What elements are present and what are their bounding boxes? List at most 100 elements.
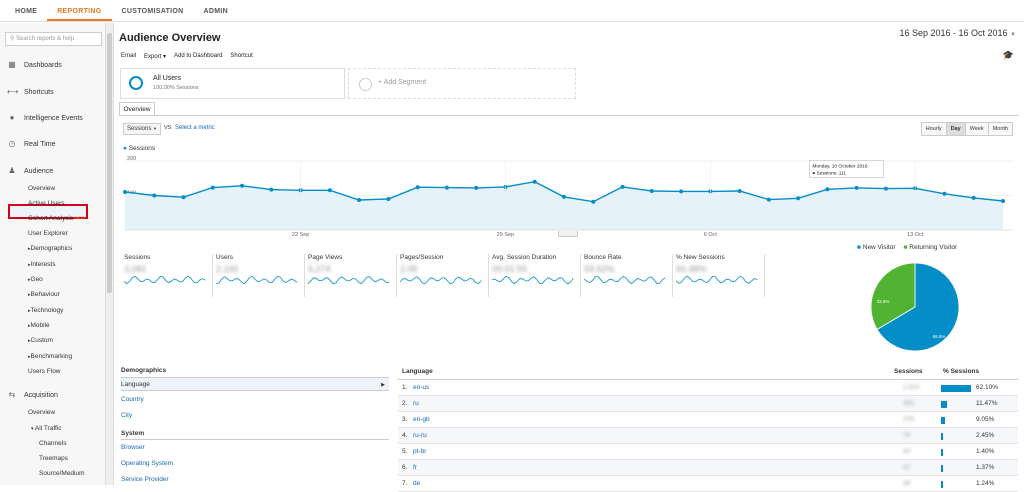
graduation-cap-icon[interactable]: 🎓 (1002, 50, 1014, 60)
metric-3[interactable]: Pages/Session 2.05 (397, 254, 489, 297)
data-point[interactable] (854, 185, 859, 190)
data-point[interactable] (766, 197, 771, 202)
data-point[interactable] (1001, 199, 1005, 203)
sidebar-item-shortcuts[interactable]: ⟷ Shortcuts (0, 88, 104, 96)
date-range-picker[interactable]: 16 Sep 2016 - 16 Oct 2016 ▼ (899, 28, 1016, 38)
day-button[interactable]: Day (945, 122, 966, 136)
sidebar-interests[interactable]: Interests (28, 261, 56, 268)
sidebar-demographics[interactable]: Demographics (28, 245, 73, 252)
metric-5[interactable]: Bounce Rate 59.52% (581, 254, 673, 297)
tab-customisation[interactable]: CUSTOMISATION (121, 8, 184, 15)
sidebar-cohort[interactable]: Cohort Analysis BETA (28, 215, 85, 222)
demo-provider-link[interactable]: Service Provider (121, 476, 169, 483)
demo-browser-link[interactable]: Browser (121, 444, 145, 451)
demo-language-row[interactable]: Language ▶ (121, 377, 389, 391)
metric-4[interactable]: Avg. Session Duration 00:01:55 (489, 254, 581, 297)
data-point[interactable] (210, 185, 215, 190)
sidebar-item-intelligence[interactable]: ● Intelligence Events (0, 114, 104, 122)
data-point[interactable] (181, 195, 186, 200)
demo-os-link[interactable]: Operating System (121, 460, 174, 467)
pie-slice-returning[interactable] (870, 262, 916, 330)
data-point[interactable] (474, 185, 479, 190)
data-point[interactable] (444, 185, 449, 190)
search-input[interactable]: ⚲ Search reports & help (5, 32, 102, 46)
metric-1[interactable]: Users 2,165 (213, 254, 305, 297)
sidebar-geo[interactable]: Geo (28, 276, 43, 283)
tab-admin[interactable]: ADMIN (203, 8, 228, 15)
data-point[interactable] (240, 183, 245, 188)
data-point[interactable] (620, 184, 625, 189)
metric-6[interactable]: % New Sessions 66.48% (673, 254, 765, 297)
shortcut-button[interactable]: Shortcut (230, 53, 253, 59)
cell-lang[interactable]: fr (413, 464, 417, 471)
week-button[interactable]: Week (964, 122, 989, 136)
data-point[interactable] (269, 187, 274, 192)
sidebar-source-medium[interactable]: Source/Medium (39, 470, 85, 477)
visitor-pie-chart[interactable]: 66.5% 33.5% (869, 261, 961, 353)
cell-lang[interactable]: en-us (413, 384, 430, 391)
legend-dot-icon: ● (123, 145, 127, 152)
metric-value: 59.52% (584, 264, 615, 274)
data-point[interactable] (152, 193, 157, 198)
data-point[interactable] (942, 191, 947, 196)
sidebar-treemaps[interactable]: Treemaps (39, 455, 69, 462)
data-point[interactable] (123, 190, 127, 194)
sidebar-behaviour[interactable]: Behaviour (28, 291, 60, 298)
email-button[interactable]: Email (121, 53, 137, 59)
data-point[interactable] (415, 185, 420, 190)
sidebar-active-users[interactable]: Active Users (28, 200, 65, 207)
metric-select[interactable]: Sessions ▼ (123, 123, 161, 135)
scrollbar-thumb[interactable] (107, 33, 112, 293)
sidebar-user-explorer[interactable]: User Explorer (28, 230, 68, 237)
cell-lang[interactable]: pt-br (413, 448, 427, 455)
sidebar-scrollbar[interactable] (105, 23, 113, 485)
data-point[interactable] (532, 179, 537, 184)
data-point[interactable] (357, 198, 362, 202)
data-point[interactable] (796, 196, 801, 201)
data-point[interactable] (825, 187, 830, 192)
sidebar-technology[interactable]: Technology (28, 307, 64, 314)
cell-lang[interactable]: ru-ru (413, 432, 427, 439)
add-dashboard-button[interactable]: Add to Dashboard (174, 53, 223, 59)
select-metric-link[interactable]: Select a metric (175, 125, 215, 131)
cell-lang[interactable]: en-gb (413, 416, 430, 423)
metric-2[interactable]: Page Views 6,274 (305, 254, 397, 297)
metric-0[interactable]: Sessions 3,081 (121, 254, 213, 297)
month-button[interactable]: Month (987, 122, 1013, 136)
tab-reporting[interactable]: REPORTING (47, 8, 112, 21)
tab-home[interactable]: HOME (15, 8, 38, 15)
demo-city-link[interactable]: City (121, 412, 133, 419)
cell-lang[interactable]: de (413, 480, 421, 487)
sidebar-item-dashboards[interactable]: ▦ Dashboards (0, 61, 104, 69)
sidebar-audience-overview[interactable]: Overview (28, 185, 56, 192)
demo-country-link[interactable]: Country (121, 396, 144, 403)
data-point[interactable] (649, 189, 654, 193)
chart-resize-handle[interactable] (558, 231, 578, 237)
sidebar-custom[interactable]: Custom (28, 337, 53, 344)
sidebar-channels[interactable]: Channels (39, 440, 67, 447)
sidebar-acq-overview[interactable]: Overview (28, 409, 56, 416)
pie-slice-new[interactable] (876, 262, 960, 352)
hourly-button[interactable]: Hourly (920, 122, 947, 136)
data-point[interactable] (883, 186, 888, 191)
segment-all-users[interactable]: All Users 100.00% Sessions (120, 68, 345, 99)
sidebar-item-acquisition[interactable]: ⇆ Acquisition (0, 391, 104, 399)
tab-overview[interactable]: Overview (119, 102, 155, 116)
data-point[interactable] (386, 197, 391, 201)
sidebar-item-audience[interactable]: ♟ Audience (0, 167, 104, 175)
data-point[interactable] (562, 194, 566, 199)
data-point[interactable] (591, 199, 596, 204)
sidebar-users-flow[interactable]: Users Flow (28, 368, 61, 375)
data-point[interactable] (737, 189, 742, 193)
data-point[interactable] (679, 189, 684, 194)
sidebar-item-realtime[interactable]: ◷ Real Time (0, 140, 104, 148)
sidebar-mobile[interactable]: Mobile (28, 322, 50, 329)
data-point[interactable] (971, 195, 976, 200)
data-point[interactable] (327, 188, 332, 193)
sidebar-benchmarking[interactable]: Benchmarking (28, 353, 73, 360)
cell-lang[interactable]: ru (413, 400, 419, 407)
export-button[interactable]: Export ▾ (144, 54, 167, 60)
add-segment-button[interactable]: + Add Segment (348, 68, 576, 99)
sidebar-all-traffic[interactable]: ▾ All Traffic (31, 425, 62, 432)
